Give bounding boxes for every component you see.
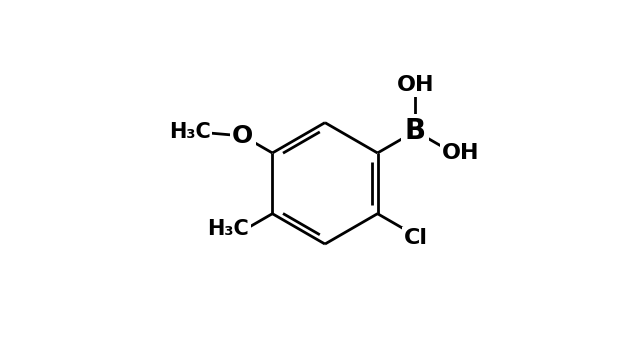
Text: OH: OH xyxy=(442,143,479,163)
Text: O: O xyxy=(232,124,253,148)
Text: H₃C: H₃C xyxy=(207,219,249,239)
Text: B: B xyxy=(405,117,426,145)
Text: OH: OH xyxy=(397,75,434,95)
Text: H₃C: H₃C xyxy=(169,122,211,142)
Text: Cl: Cl xyxy=(404,228,428,248)
